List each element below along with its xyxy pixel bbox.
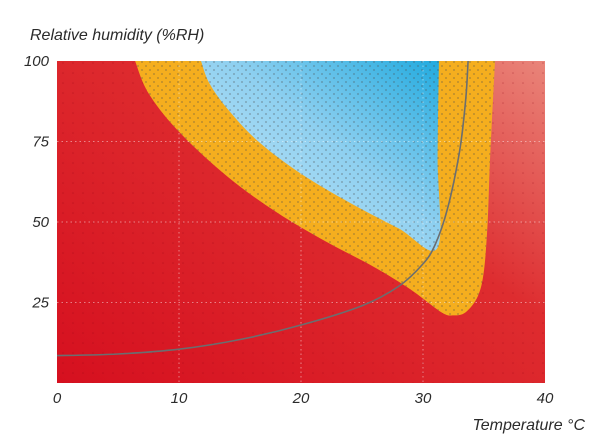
x-tick-label: 20 xyxy=(292,390,310,407)
y-tick-label: 75 xyxy=(32,134,49,151)
x-tick-labels: 0 10 20 30 40 xyxy=(53,390,554,407)
x-axis-title: Temperature °C xyxy=(472,417,585,434)
x-tick-label: 10 xyxy=(171,390,188,407)
y-axis-title: Relative humidity (%RH) xyxy=(30,27,204,44)
y-tick-label: 50 xyxy=(32,214,49,231)
x-tick-label: 0 xyxy=(53,390,62,407)
series-curve-line xyxy=(57,61,469,357)
x-tick-label: 40 xyxy=(537,390,554,407)
y-tick-labels: 25 50 75 100 xyxy=(24,53,50,312)
y-tick-label: 100 xyxy=(24,53,50,70)
x-tick-label: 30 xyxy=(415,390,432,407)
y-tick-label: 25 xyxy=(31,295,49,312)
gridlines xyxy=(57,61,545,383)
zone-comfort-texture xyxy=(201,61,441,251)
